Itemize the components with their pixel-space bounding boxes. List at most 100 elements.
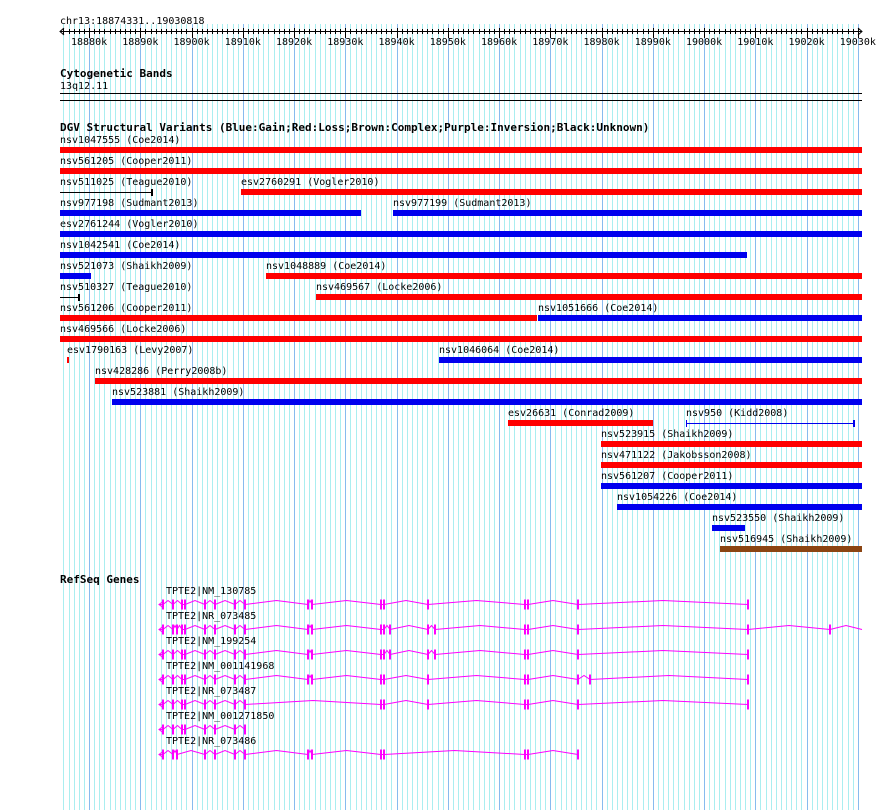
- variant-label[interactable]: nsv523550 (Shaikh2009): [712, 513, 845, 524]
- variant-label[interactable]: nsv469566 (Locke2006): [60, 324, 187, 335]
- exon: [172, 624, 174, 635]
- variant-label[interactable]: nsv950 (Kidd2008): [686, 408, 789, 419]
- transcript-label[interactable]: TPTE2|NM_001141968: [166, 661, 275, 672]
- exon: [527, 649, 529, 660]
- intron-lines: [162, 699, 749, 705]
- variant-bar[interactable]: [712, 525, 745, 531]
- exon: [172, 699, 174, 710]
- variant-bar[interactable]: [95, 378, 862, 384]
- variant-bar[interactable]: [266, 273, 862, 279]
- variant-label[interactable]: nsv523915 (Shaikh2009): [601, 429, 734, 440]
- variant-label[interactable]: nsv428286 (Perry2008b): [95, 366, 228, 377]
- variant-bar[interactable]: [601, 483, 862, 489]
- variant-label[interactable]: nsv1047555 (Coe2014): [60, 135, 181, 146]
- exon: [244, 674, 246, 685]
- exon: [427, 649, 429, 660]
- exon: [589, 674, 591, 685]
- variant-bar[interactable]: [60, 252, 747, 258]
- variant-bar[interactable]: [60, 273, 91, 279]
- variant-label[interactable]: esv2761244 (Vogler2010): [60, 219, 199, 230]
- variant-label[interactable]: nsv977199 (Sudmant2013): [393, 198, 532, 209]
- transcript-label[interactable]: TPTE2|NM_001271850: [166, 711, 275, 722]
- variant-label[interactable]: nsv469567 (Locke2006): [316, 282, 443, 293]
- transcript-label[interactable]: TPTE2|NR_073486: [166, 736, 257, 747]
- exon: [307, 599, 309, 610]
- variant-label[interactable]: nsv511025 (Teague2010): [60, 177, 193, 188]
- variant-label[interactable]: nsv561205 (Cooper2011): [60, 156, 193, 167]
- exon: [234, 699, 236, 710]
- exon: [172, 674, 174, 685]
- exon: [204, 699, 206, 710]
- variant-label[interactable]: nsv521073 (Shaikh2009): [60, 261, 193, 272]
- variant-bar[interactable]: [686, 420, 855, 427]
- variant-bar[interactable]: [60, 168, 862, 174]
- variant-label[interactable]: nsv471122 (Jakobsson2008): [601, 450, 752, 461]
- variant-label[interactable]: nsv561207 (Cooper2011): [601, 471, 734, 482]
- cytoband-track-title[interactable]: Cytogenetic Bands: [60, 67, 173, 80]
- exon: [204, 724, 206, 735]
- variant-bar[interactable]: [538, 315, 862, 321]
- transcript-label[interactable]: TPTE2|NR_073487: [166, 686, 257, 697]
- transcript-model[interactable]: [158, 649, 749, 660]
- transcript-model[interactable]: [158, 699, 749, 710]
- variant-label[interactable]: nsv510327 (Teague2010): [60, 282, 193, 293]
- dgv-track-title[interactable]: DGV Structural Variants (Blue:Gain;Red:L…: [60, 121, 650, 134]
- variant-bar[interactable]: [67, 357, 69, 363]
- exon: [214, 674, 216, 685]
- variant-bar[interactable]: [617, 504, 862, 510]
- transcript-label[interactable]: TPTE2|NM_199254: [166, 636, 257, 647]
- exon: [524, 674, 526, 685]
- variant-label[interactable]: nsv1048889 (Coe2014): [266, 261, 387, 272]
- variant-label[interactable]: nsv561206 (Cooper2011): [60, 303, 193, 314]
- variant-bar[interactable]: [60, 315, 537, 321]
- exon: [524, 599, 526, 610]
- transcript-model[interactable]: [158, 724, 246, 735]
- variant-bar[interactable]: [60, 210, 361, 216]
- variant-label[interactable]: esv1790163 (Levy2007): [67, 345, 194, 356]
- exon: [527, 624, 529, 635]
- exon: [214, 699, 216, 710]
- variant-bar[interactable]: [601, 462, 862, 468]
- variant-bar[interactable]: [316, 294, 862, 300]
- variant-bar[interactable]: [508, 420, 653, 426]
- exon: [214, 749, 216, 760]
- variant-label[interactable]: nsv516945 (Shaikh2009): [720, 534, 853, 545]
- variant-bar[interactable]: [112, 399, 862, 405]
- variant-bar[interactable]: [60, 336, 862, 342]
- exon: [747, 674, 749, 685]
- variant-bar[interactable]: [439, 357, 862, 363]
- variant-label[interactable]: nsv977198 (Sudmant2013): [60, 198, 199, 209]
- variant-label[interactable]: esv2760291 (Vogler2010): [241, 177, 380, 188]
- exon: [311, 624, 313, 635]
- exon: [176, 749, 178, 760]
- exon: [172, 649, 174, 660]
- variant-bar[interactable]: [720, 546, 862, 552]
- transcript-model[interactable]: [158, 624, 863, 635]
- transcript-model[interactable]: [158, 599, 749, 610]
- variant-bar[interactable]: [601, 441, 862, 447]
- transcript-label[interactable]: TPTE2|NM_130785: [166, 586, 257, 597]
- variant-bar[interactable]: [241, 189, 862, 195]
- variant-bar[interactable]: [393, 210, 862, 216]
- ruler-arrows-icon: [59, 27, 863, 36]
- variant-label[interactable]: nsv1051666 (Coe2014): [538, 303, 659, 314]
- exon: [427, 674, 429, 685]
- transcript-label[interactable]: TPTE2|NR_073485: [166, 611, 257, 622]
- transcript-model[interactable]: [158, 674, 749, 685]
- variant-label[interactable]: nsv1046064 (Coe2014): [439, 345, 560, 356]
- variant-label[interactable]: nsv523881 (Shaikh2009): [112, 387, 245, 398]
- variant-bar[interactable]: [60, 294, 80, 301]
- variant-label[interactable]: nsv1054226 (Coe2014): [617, 492, 738, 503]
- variant-label[interactable]: nsv1042541 (Coe2014): [60, 240, 181, 251]
- exon: [427, 699, 429, 710]
- refseq-track-title[interactable]: RefSeq Genes: [60, 573, 140, 586]
- variant-bar[interactable]: [60, 147, 862, 153]
- transcript-model[interactable]: [158, 749, 579, 760]
- variant-bar[interactable]: [60, 231, 862, 237]
- ruler-tick-label: 19010k: [737, 37, 773, 48]
- variant-label[interactable]: esv26631 (Conrad2009): [508, 408, 635, 419]
- ruler[interactable]: 18880k 18890k 18900k 18910k 18920k 18930k 1894…: [0, 24, 890, 48]
- variant-bar[interactable]: [60, 189, 153, 196]
- exon: [524, 649, 526, 660]
